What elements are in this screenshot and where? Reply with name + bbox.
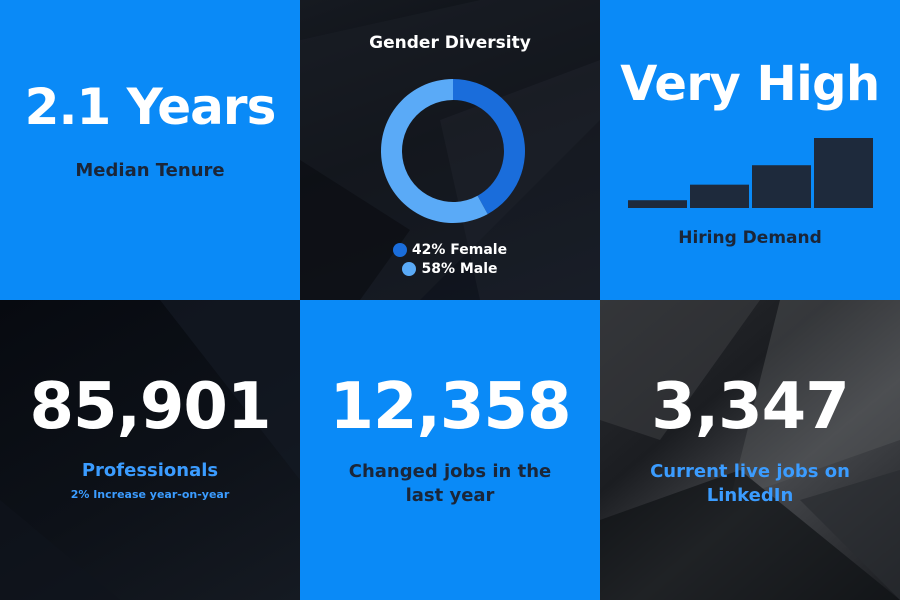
legend-text-female: 42% Female [411, 241, 508, 258]
hiring-demand-value: Very High [620, 56, 880, 112]
legend-item-female: 42% Female [300, 240, 600, 259]
professionals-label: Professionals [81, 460, 219, 481]
changed-jobs-tile: 12,358 Changed jobs in the last year [300, 300, 600, 600]
gender-legend: 42% Female 58% Male [300, 240, 600, 278]
donut-slice-female [453, 79, 525, 215]
median-tenure-value: 2.1 Years [24, 78, 277, 136]
background-facets [300, 0, 600, 300]
background-facets [600, 300, 900, 600]
live-jobs-label-line1: Current live jobs on [650, 461, 850, 482]
hiring-demand-label: Hiring Demand [678, 228, 822, 248]
median-tenure-tile: 2.1 Years Median Tenure [0, 0, 300, 300]
hiring-demand-bar-4 [814, 138, 873, 208]
live-jobs-tile: 3,347 Current live jobs on LinkedIn [600, 300, 900, 600]
gender-donut-chart [381, 79, 525, 223]
changed-jobs-value: 12,358 [329, 370, 572, 444]
professionals-value: 85,901 [29, 370, 272, 444]
background-facets [0, 300, 300, 600]
live-jobs-label: Current live jobs on LinkedIn [600, 460, 900, 508]
hiring-demand-tile: Very High Hiring Demand [600, 0, 900, 300]
gender-diversity-tile: Gender Diversity 42% Female 58% Male [300, 0, 600, 300]
changed-jobs-label: Changed jobs in the last year [300, 460, 600, 508]
hiring-demand-bar-3 [752, 165, 811, 208]
professionals-tile: 85,901 Professionals 2% Increase year-on… [0, 300, 300, 600]
hiring-demand-bars [628, 138, 873, 208]
live-jobs-label-line2: LinkedIn [706, 485, 794, 506]
professionals-note: 2% Increase year-on-year [70, 488, 230, 501]
legend-dot-female [392, 242, 407, 257]
hiring-demand-bar-2 [690, 184, 749, 208]
donut-slice-male [381, 79, 488, 223]
gender-chart-title: Gender Diversity [369, 33, 531, 53]
legend-dot-male [402, 261, 417, 276]
hiring-demand-bar-1 [628, 200, 687, 208]
changed-jobs-label-line1: Changed jobs in the [348, 461, 552, 482]
legend-item-male: 58% Male [300, 259, 600, 278]
median-tenure-label: Median Tenure [75, 160, 225, 181]
changed-jobs-label-line2: last year [405, 485, 495, 506]
legend-text-male: 58% Male [421, 260, 498, 277]
live-jobs-value: 3,347 [651, 370, 849, 444]
